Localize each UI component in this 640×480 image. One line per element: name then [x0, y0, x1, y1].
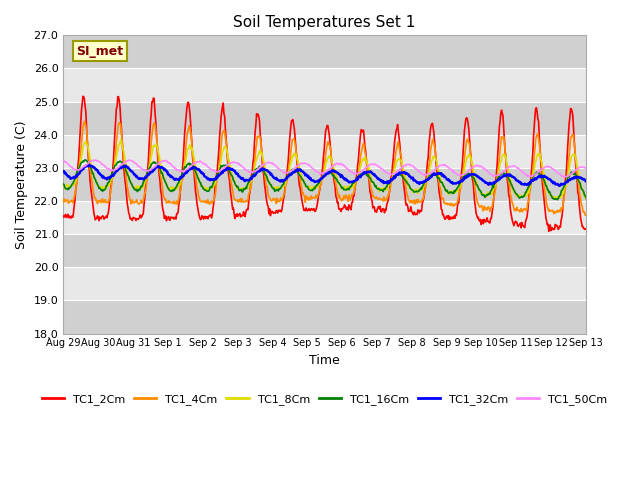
- Bar: [63, 201, 586, 234]
- Y-axis label: Soil Temperature (C): Soil Temperature (C): [15, 120, 28, 249]
- Legend: TC1_2Cm, TC1_4Cm, TC1_8Cm, TC1_16Cm, TC1_32Cm, TC1_50Cm: TC1_2Cm, TC1_4Cm, TC1_8Cm, TC1_16Cm, TC1…: [38, 390, 612, 409]
- Bar: [63, 36, 586, 69]
- X-axis label: Time: Time: [309, 354, 340, 367]
- Bar: [63, 168, 586, 201]
- Bar: [63, 69, 586, 102]
- Bar: [63, 234, 586, 267]
- Bar: [63, 267, 586, 300]
- Text: SI_met: SI_met: [76, 45, 124, 58]
- Bar: [63, 102, 586, 135]
- Bar: [63, 300, 586, 334]
- Title: Soil Temperatures Set 1: Soil Temperatures Set 1: [234, 15, 416, 30]
- Bar: [63, 135, 586, 168]
